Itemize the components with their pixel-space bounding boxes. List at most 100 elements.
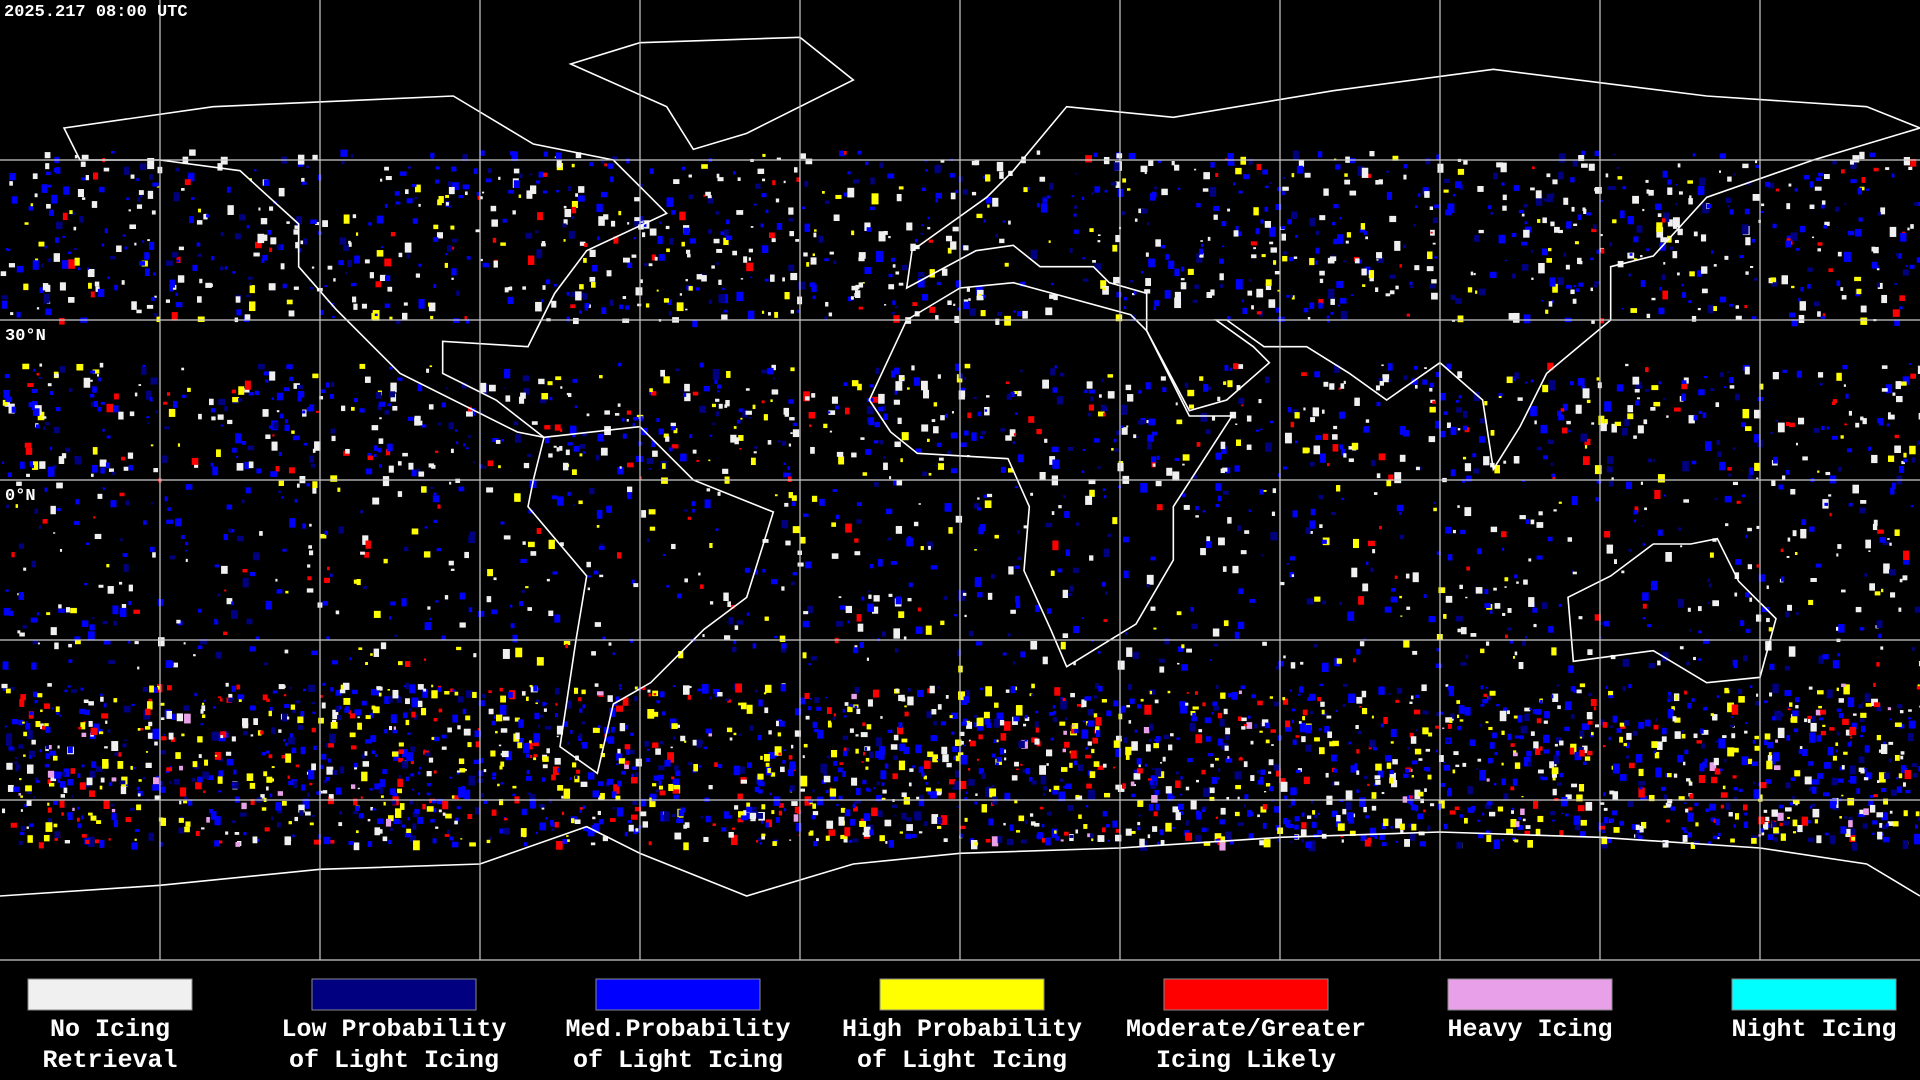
icing-pixel bbox=[1321, 409, 1325, 414]
icing-pixel bbox=[1151, 795, 1158, 803]
icing-pixel bbox=[1579, 736, 1583, 739]
icing-pixel bbox=[271, 397, 275, 400]
icing-pixel bbox=[1240, 550, 1247, 555]
icing-pixel bbox=[921, 187, 927, 192]
icing-pixel bbox=[780, 648, 787, 653]
icing-pixel bbox=[1567, 537, 1573, 542]
icing-pixel bbox=[24, 222, 29, 225]
icing-pixel bbox=[1791, 319, 1798, 327]
icing-pixel bbox=[1847, 742, 1852, 747]
icing-pixel bbox=[832, 717, 836, 720]
icing-pixel bbox=[123, 166, 130, 175]
icing-pixel bbox=[1530, 405, 1537, 417]
icing-pixel bbox=[195, 830, 200, 836]
icing-pixel bbox=[1854, 228, 1862, 237]
icing-pixel bbox=[1390, 729, 1397, 738]
icing-pixel bbox=[1864, 768, 1867, 773]
icing-pixel bbox=[1250, 740, 1254, 745]
icing-pixel bbox=[927, 790, 933, 795]
icing-pixel bbox=[212, 706, 216, 709]
icing-pixel bbox=[308, 769, 315, 780]
icing-pixel bbox=[1338, 387, 1341, 390]
icing-pixel bbox=[1067, 593, 1073, 597]
icing-pixel bbox=[1475, 290, 1478, 294]
icing-pixel bbox=[1807, 267, 1813, 272]
icing-pixel bbox=[777, 440, 781, 443]
icing-pixel bbox=[679, 211, 686, 221]
icing-pixel bbox=[1237, 796, 1240, 800]
icing-pixel bbox=[512, 785, 517, 789]
icing-pixel bbox=[36, 424, 40, 429]
icing-pixel bbox=[1669, 246, 1674, 251]
icing-pixel bbox=[1724, 687, 1730, 694]
icing-pixel bbox=[665, 225, 670, 230]
icing-pixel bbox=[843, 715, 847, 718]
icing-pixel bbox=[65, 447, 71, 453]
icing-pixel bbox=[1288, 257, 1294, 262]
icing-pixel bbox=[452, 714, 458, 723]
icing-pixel bbox=[464, 316, 467, 320]
icing-pixel bbox=[879, 835, 885, 842]
icing-pixel bbox=[1663, 786, 1667, 791]
icing-pixel bbox=[920, 232, 924, 235]
icing-pixel bbox=[226, 504, 233, 510]
icing-pixel bbox=[1227, 380, 1233, 388]
icing-pixel bbox=[789, 789, 793, 792]
icing-pixel bbox=[571, 216, 575, 219]
icing-pixel bbox=[899, 831, 903, 834]
icing-pixel bbox=[40, 709, 43, 713]
icing-pixel bbox=[872, 689, 879, 698]
icing-pixel bbox=[1633, 258, 1638, 261]
icing-pixel bbox=[597, 433, 604, 442]
icing-pixel bbox=[166, 519, 174, 524]
icing-pixel bbox=[515, 732, 520, 740]
icing-pixel bbox=[1326, 315, 1330, 319]
icing-pixel bbox=[1763, 809, 1768, 813]
icing-pixel bbox=[1403, 164, 1408, 169]
icing-pixel bbox=[55, 167, 61, 174]
icing-pixel bbox=[176, 259, 180, 263]
icing-pixel bbox=[398, 742, 404, 747]
icing-pixel bbox=[556, 735, 559, 738]
icing-pixel bbox=[1689, 793, 1694, 799]
icing-pixel bbox=[563, 219, 568, 225]
icing-pixel bbox=[467, 435, 471, 438]
icing-pixel bbox=[684, 393, 691, 402]
icing-pixel bbox=[545, 279, 551, 285]
icing-pixel bbox=[406, 828, 412, 834]
icing-pixel bbox=[1745, 592, 1750, 598]
icing-pixel bbox=[754, 689, 758, 693]
icing-pixel bbox=[1226, 796, 1230, 800]
icing-pixel bbox=[1361, 268, 1367, 276]
icing-pixel bbox=[1613, 153, 1616, 156]
icing-pixel bbox=[978, 768, 984, 775]
icing-pixel bbox=[1104, 792, 1111, 798]
icing-pixel bbox=[920, 546, 924, 551]
icing-pixel bbox=[1880, 646, 1884, 650]
icing-pixel bbox=[1049, 789, 1052, 792]
icing-pixel bbox=[1435, 725, 1439, 729]
icing-pixel bbox=[478, 758, 484, 764]
icing-pixel bbox=[306, 483, 311, 487]
icing-pixel bbox=[1391, 587, 1396, 592]
icing-pixel bbox=[1535, 196, 1543, 206]
icing-pixel bbox=[1395, 818, 1403, 829]
icing-pixel bbox=[433, 237, 439, 242]
icing-pixel bbox=[783, 749, 787, 752]
icing-pixel bbox=[684, 822, 690, 828]
icing-pixel bbox=[1650, 580, 1658, 591]
icing-pixel bbox=[1467, 287, 1473, 293]
icing-pixel bbox=[717, 390, 720, 393]
icing-pixel bbox=[1518, 209, 1525, 214]
icing-pixel bbox=[26, 473, 30, 477]
icing-pixel bbox=[1494, 751, 1498, 756]
icing-pixel bbox=[1226, 316, 1231, 321]
icing-pixel bbox=[1339, 297, 1347, 304]
icing-pixel bbox=[1384, 606, 1392, 613]
icing-pixel bbox=[1654, 751, 1660, 759]
icing-pixel bbox=[1722, 735, 1727, 738]
icing-pixel bbox=[332, 709, 339, 720]
icing-pixel bbox=[136, 309, 142, 314]
icing-pixel bbox=[309, 286, 314, 290]
icing-pixel bbox=[825, 696, 828, 699]
